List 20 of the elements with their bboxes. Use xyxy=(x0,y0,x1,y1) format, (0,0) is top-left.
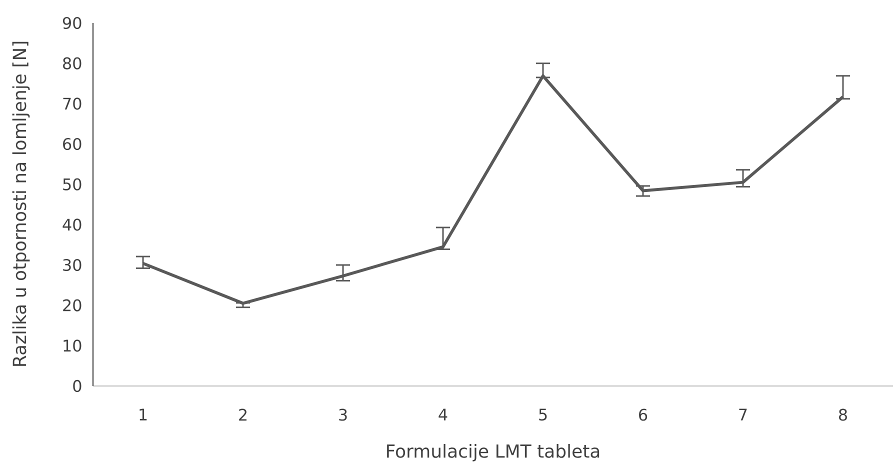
y-tick-label: 80 xyxy=(63,57,82,70)
y-tick-label: 10 xyxy=(64,340,82,352)
y-tick-label: 20 xyxy=(63,299,82,312)
y-tick-label: 50 xyxy=(63,178,82,190)
y-tick-label: 40 xyxy=(62,218,82,231)
y-tick-label: 70 xyxy=(63,98,82,110)
y-tick-label: 30 xyxy=(63,258,82,272)
x-tick-label: 8 xyxy=(838,408,847,421)
y-tick-label: 90 xyxy=(62,16,82,30)
x-tick-label: 3 xyxy=(339,408,347,421)
x-tick-label: 6 xyxy=(639,408,648,421)
y-axis-title: Razlika u otpornosti na lomljenje [N] xyxy=(12,42,30,366)
x-tick-label: 1 xyxy=(140,408,147,420)
y-tick-label: 0 xyxy=(73,380,82,392)
x-axis-title: Formulacije LMT tableta xyxy=(387,444,600,462)
y-tick-label: 60 xyxy=(63,138,82,150)
x-tick-label: 5 xyxy=(539,408,547,421)
x-tick-label: 7 xyxy=(739,408,747,420)
x-tick-label: 2 xyxy=(239,408,246,421)
x-tick-label: 4 xyxy=(438,408,448,420)
